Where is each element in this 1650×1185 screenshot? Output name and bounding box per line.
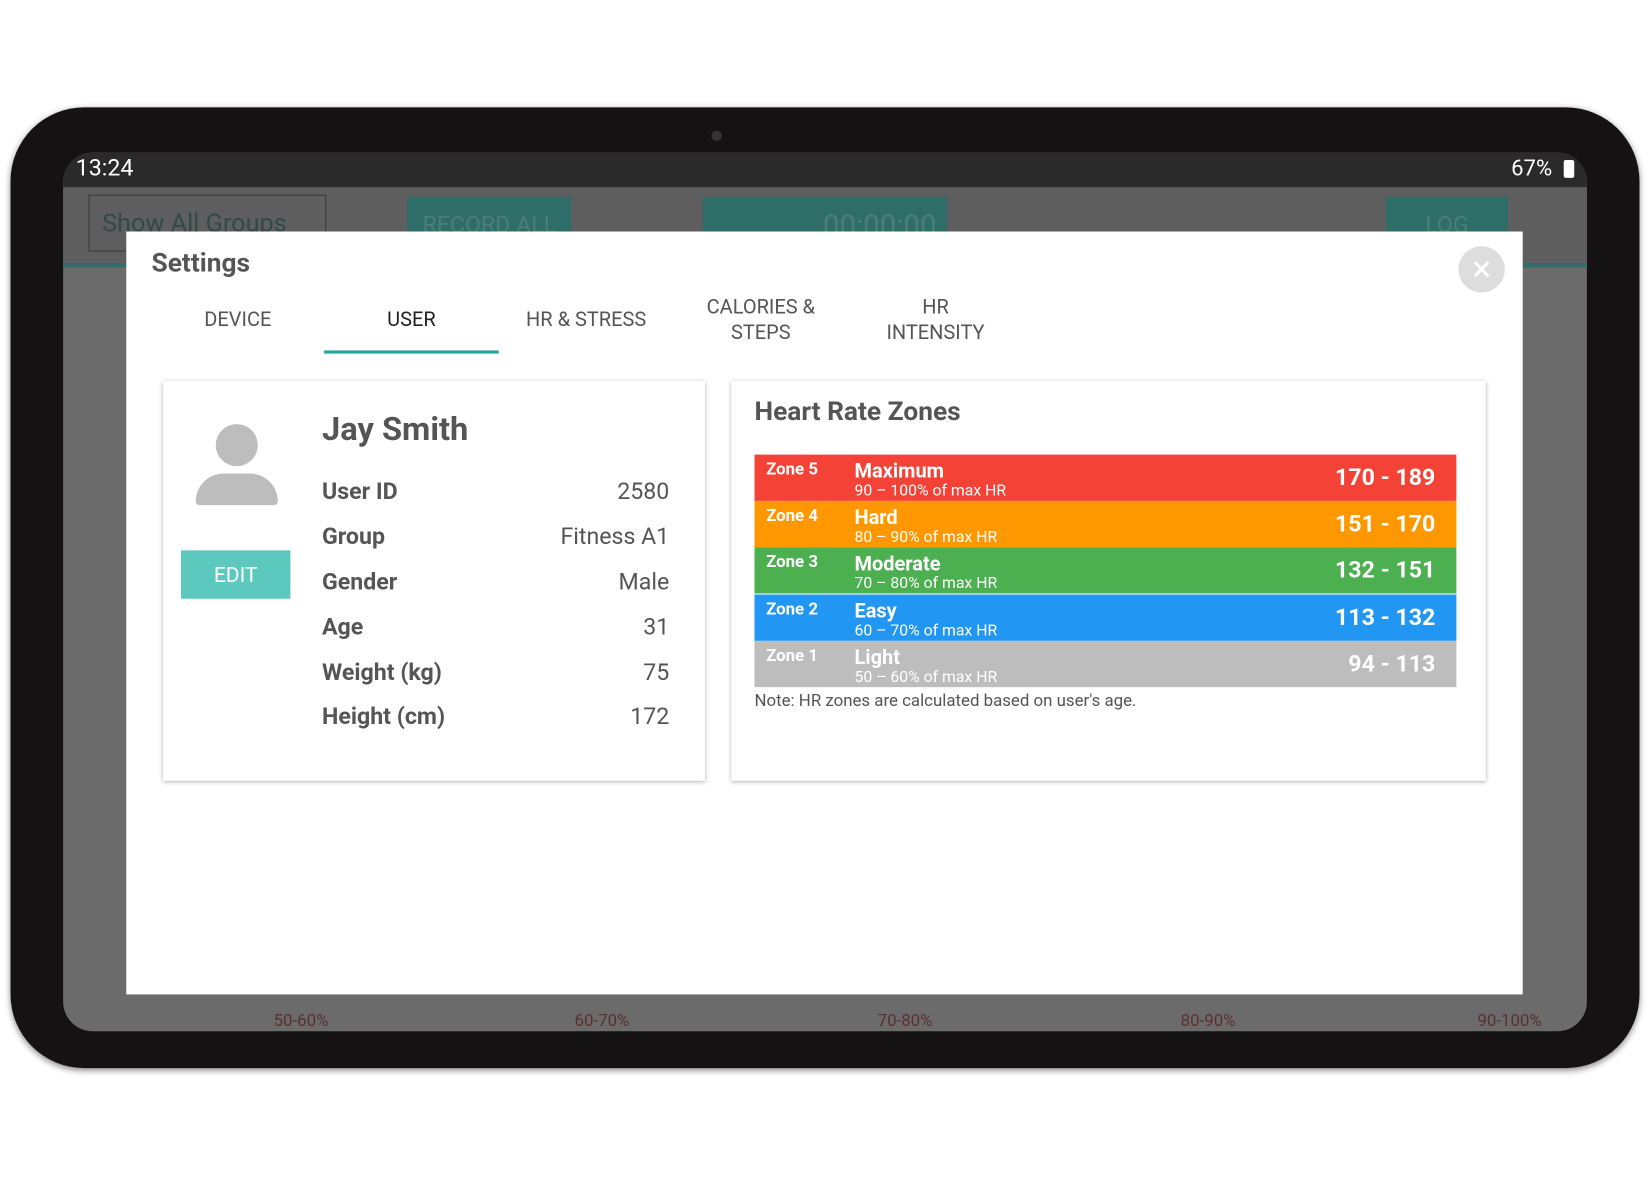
zone-row: Zone 2 Easy 60 – 70% of max HR 113 - 132 xyxy=(754,594,1457,641)
status-bar xyxy=(63,152,1587,188)
tab[interactable]: HR & STRESS xyxy=(526,307,647,332)
zones-title: Heart Rate Zones xyxy=(754,396,961,428)
close-button[interactable]: × xyxy=(1458,246,1505,293)
field-label: Height (cm) xyxy=(322,703,446,731)
zone-description: 50 – 60% of max HR xyxy=(854,666,998,686)
zone-name: Maximum xyxy=(854,458,944,484)
zone-label: Zone 2 xyxy=(766,598,818,619)
field-value: Fitness A1 xyxy=(560,524,670,551)
zone-label: Zone 1 xyxy=(766,644,818,665)
avatar-body xyxy=(195,473,278,506)
field-value: 75 xyxy=(643,659,670,687)
field-label: Age xyxy=(322,614,364,641)
zone-range: 170 - 189 xyxy=(1335,465,1436,492)
bg-zone-label: 60-70% xyxy=(574,1010,630,1031)
zone-description: 90 – 100% of max HR xyxy=(854,480,1007,500)
tab[interactable]: CALORIES & STEPS xyxy=(706,294,815,345)
dialog-title: Settings xyxy=(151,248,251,279)
field-label: User ID xyxy=(322,478,398,506)
field-label: Gender xyxy=(322,569,398,596)
tab[interactable]: DEVICE xyxy=(204,307,272,332)
bg-zone-label: 80-90% xyxy=(1180,1010,1236,1031)
status-time: 13:24 xyxy=(75,155,134,183)
field-value: 172 xyxy=(630,703,670,731)
user-name: Jay Smith xyxy=(322,409,469,449)
tab[interactable]: HR INTENSITY xyxy=(886,294,985,345)
field-value: 2580 xyxy=(617,478,670,506)
zone-name: Hard xyxy=(854,505,898,530)
zone-label: Zone 4 xyxy=(766,505,818,526)
zone-row: Zone 3 Moderate 70 – 80% of max HR 132 - 15… xyxy=(754,547,1457,594)
zone-label: Zone 5 xyxy=(766,458,818,479)
zone-name: Easy xyxy=(854,598,897,623)
bg-zone-label: 90-100% xyxy=(1477,1010,1542,1031)
tab-indicator xyxy=(324,350,499,354)
zone-name: Light xyxy=(854,644,900,670)
field-label: Weight (kg) xyxy=(322,659,442,687)
zone-description: 70 – 80% of max HR xyxy=(854,573,998,593)
edit-button[interactable]: EDIT xyxy=(180,550,291,599)
bg-zone-label: 50-60% xyxy=(273,1010,329,1031)
bg-zone-label: 70-80% xyxy=(877,1010,933,1031)
avatar-head xyxy=(215,424,258,467)
status-battery: 67% xyxy=(1511,156,1553,183)
zone-description: 60 – 70% of max HR xyxy=(854,620,998,640)
field-label: Group xyxy=(322,524,385,551)
zone-range: 132 - 151 xyxy=(1335,558,1436,585)
zone-row: Zone 1 Light 50 – 60% of max HR 94 - 113 xyxy=(754,640,1457,687)
zone-range: 94 - 113 xyxy=(1348,651,1436,678)
zone-range: 151 - 170 xyxy=(1335,511,1436,538)
zone-row: Zone 4 Hard 80 – 90% of max HR 151 - 170 xyxy=(754,501,1457,548)
field-value: 31 xyxy=(643,614,670,641)
zones-note: Note: HR zones are calculated based on u… xyxy=(754,690,1137,711)
camera xyxy=(711,130,722,142)
zone-name: Moderate xyxy=(854,551,941,577)
tab[interactable]: USER xyxy=(387,307,436,332)
battery-icon xyxy=(1563,159,1575,178)
zone-range: 113 - 132 xyxy=(1335,604,1436,631)
field-value: Male xyxy=(618,569,670,596)
zone-row: Zone 5 Maximum 90 – 100% of max HR 170 - 18… xyxy=(754,454,1457,501)
zone-label: Zone 3 xyxy=(766,551,818,572)
zone-description: 80 – 90% of max HR xyxy=(854,527,998,547)
